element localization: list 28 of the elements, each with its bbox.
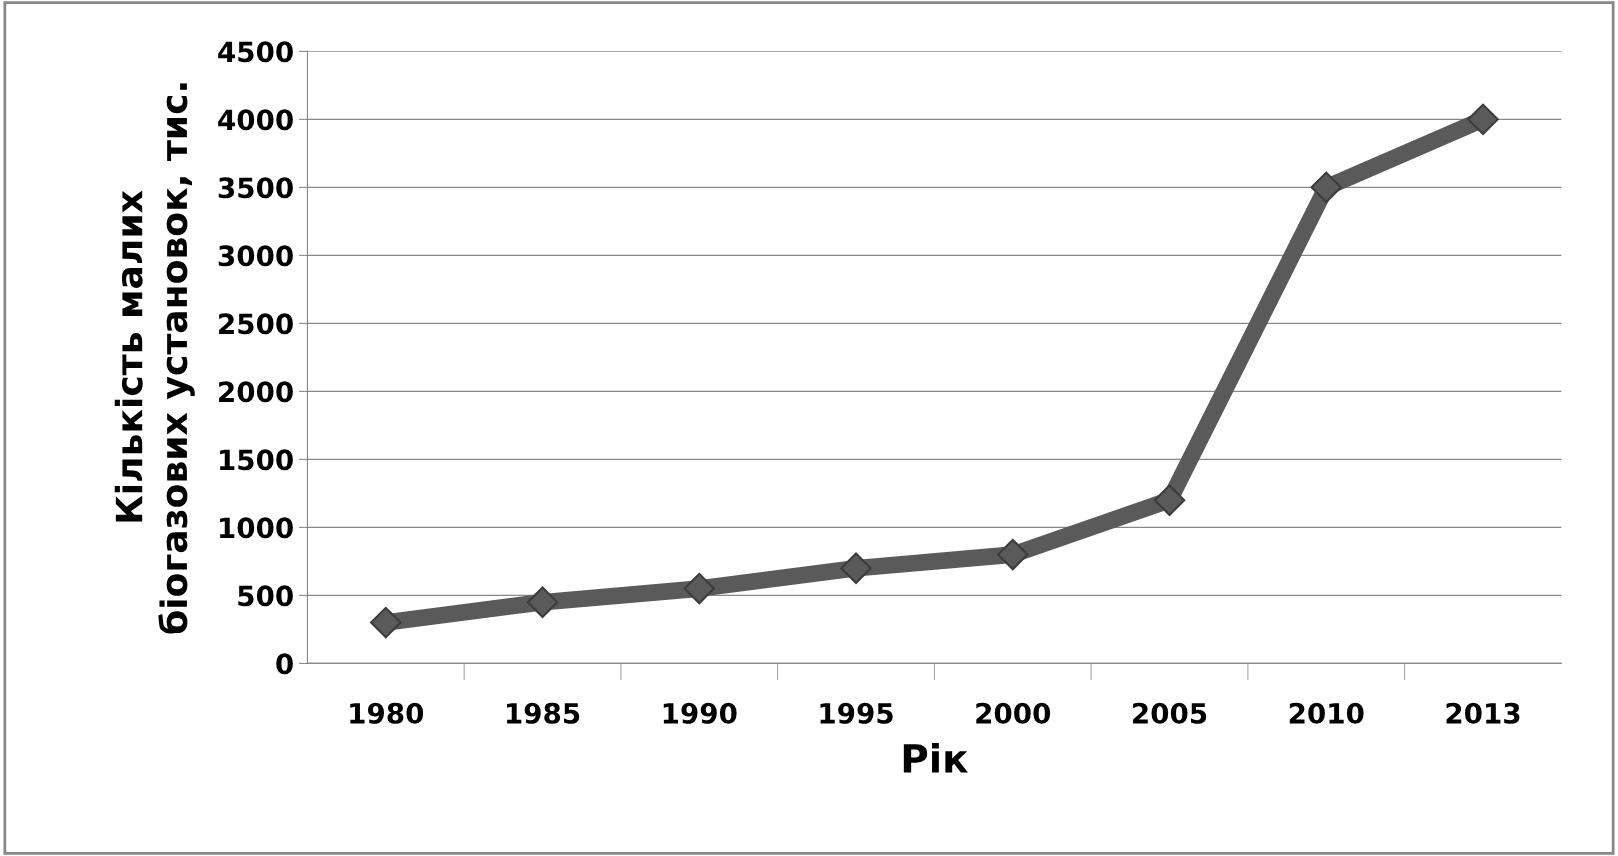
y-axis-title: Кількість малих біогазових установок, тис. [114,83,195,634]
x-tick-label: 2010 [1289,702,1364,724]
point [997,538,1029,571]
y-tick-label: 500 [238,585,293,607]
x-tick-label: 1985 [507,702,580,724]
y-tick-label: 4500 [218,41,293,63]
point [1153,484,1186,516]
point [370,606,402,639]
y-tick-label: 4000 [218,109,293,131]
x-tick-label: 2013 [1446,702,1520,724]
point [683,572,716,605]
y-tick-label: 0 [276,653,293,675]
y-tick-label: 2500 [219,313,293,335]
x-tick-label: 2000 [976,702,1051,724]
y-tick-label: 1000 [220,517,293,539]
y-tick-label: 1500 [220,449,293,471]
x-tick-label: 1995 [820,702,893,724]
point [1310,171,1343,204]
x-tick-label: 2005 [1133,702,1207,724]
point [526,586,559,618]
x-tick-label: 1990 [663,702,737,724]
y-tick-label: 3000 [218,245,293,267]
y-tick-label: 2000 [219,381,293,403]
point [1467,103,1499,136]
x-axis-title: Рік [903,743,968,773]
y-tick-label: 3500 [218,177,293,199]
point [840,552,872,584]
x-tick-label: 1980 [350,702,424,724]
